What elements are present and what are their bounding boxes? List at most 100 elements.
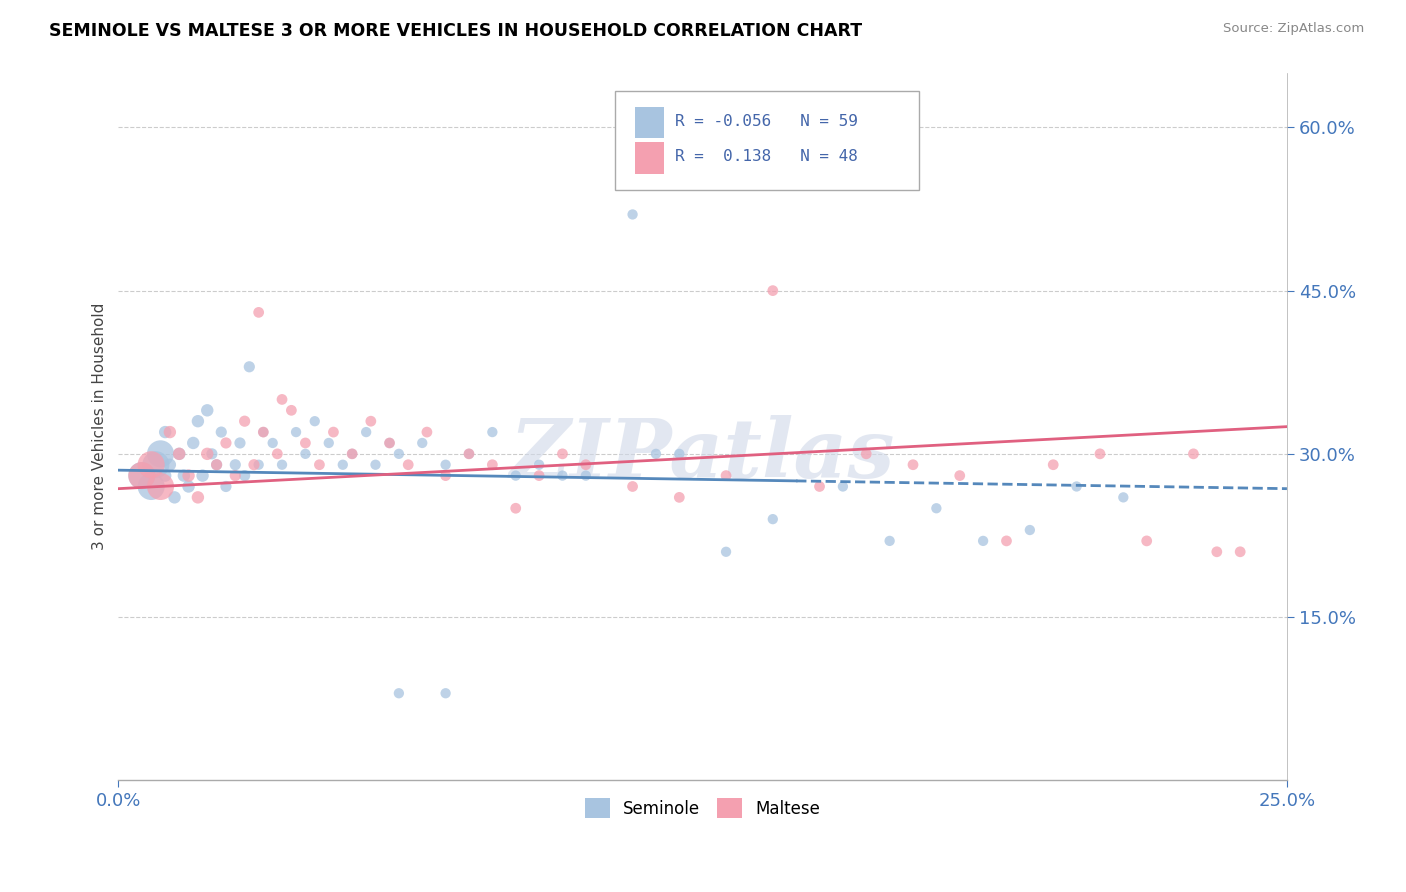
Point [411, 436, 433, 450]
Point [167, 447, 190, 461]
Point [187, 414, 209, 428]
Point [925, 501, 948, 516]
Point [527, 458, 550, 472]
Point [340, 447, 363, 461]
Point [271, 392, 294, 407]
Point [354, 425, 377, 439]
Point [322, 425, 344, 439]
Point [195, 447, 218, 461]
Point [177, 479, 200, 493]
Point [551, 468, 574, 483]
Point [714, 468, 737, 483]
Point [233, 468, 256, 483]
Point [434, 458, 457, 472]
Text: R =  0.138   N = 48: R = 0.138 N = 48 [675, 149, 858, 164]
Point [205, 458, 228, 472]
Point [1042, 458, 1064, 472]
Point [159, 425, 181, 439]
Point [229, 436, 252, 450]
Point [149, 447, 172, 461]
Point [1182, 447, 1205, 461]
Point [243, 458, 266, 472]
Point [1112, 491, 1135, 505]
Point [551, 447, 574, 461]
Point [201, 447, 224, 461]
Point [141, 458, 163, 472]
Point [434, 468, 457, 483]
Text: ZIPatlas: ZIPatlas [510, 415, 896, 495]
Point [855, 447, 877, 461]
Point [266, 447, 288, 461]
Point [505, 501, 527, 516]
Point [238, 359, 260, 374]
Point [481, 425, 503, 439]
Point [285, 425, 308, 439]
Point [762, 512, 785, 526]
Point [879, 533, 901, 548]
Point [247, 458, 270, 472]
Point [294, 436, 316, 450]
Point [416, 425, 439, 439]
Point [163, 491, 186, 505]
Point [318, 436, 340, 450]
Y-axis label: 3 or more Vehicles in Household: 3 or more Vehicles in Household [93, 303, 107, 550]
Point [131, 468, 153, 483]
Point [364, 458, 387, 472]
Point [575, 468, 598, 483]
Point [224, 468, 246, 483]
Point [505, 468, 527, 483]
Point [1229, 545, 1251, 559]
FancyBboxPatch shape [614, 91, 920, 190]
Point [360, 414, 382, 428]
Point [177, 468, 200, 483]
Point [205, 458, 228, 472]
Point [972, 533, 994, 548]
Point [149, 479, 172, 493]
Point [252, 425, 274, 439]
Point [173, 468, 195, 483]
Point [167, 447, 190, 461]
Point [209, 425, 232, 439]
Point [262, 436, 284, 450]
Point [224, 458, 246, 472]
Point [191, 468, 214, 483]
Point [252, 425, 274, 439]
Point [1136, 533, 1159, 548]
Bar [636, 106, 664, 138]
Point [714, 545, 737, 559]
Point [832, 479, 855, 493]
Point [808, 479, 831, 493]
Point [340, 447, 363, 461]
Point [181, 436, 204, 450]
Point [153, 425, 176, 439]
Point [527, 468, 550, 483]
Point [159, 458, 181, 472]
Point [308, 458, 330, 472]
Point [332, 458, 354, 472]
Point [131, 468, 153, 483]
Point [458, 447, 481, 461]
Point [378, 436, 401, 450]
Legend: Seminole, Maltese: Seminole, Maltese [578, 791, 827, 825]
Point [645, 447, 668, 461]
Point [668, 447, 690, 461]
Point [1066, 479, 1088, 493]
Point [247, 305, 270, 319]
Point [153, 468, 176, 483]
Point [141, 479, 163, 493]
Point [396, 458, 419, 472]
Bar [636, 142, 664, 174]
Point [215, 479, 238, 493]
Point [280, 403, 302, 417]
Point [621, 479, 644, 493]
Point [762, 284, 785, 298]
Point [233, 414, 256, 428]
Point [294, 447, 316, 461]
Point [575, 458, 598, 472]
Point [481, 458, 503, 472]
Text: SEMINOLE VS MALTESE 3 OR MORE VEHICLES IN HOUSEHOLD CORRELATION CHART: SEMINOLE VS MALTESE 3 OR MORE VEHICLES I… [49, 22, 862, 40]
Point [215, 436, 238, 450]
Point [668, 491, 690, 505]
Point [434, 686, 457, 700]
Point [388, 686, 411, 700]
